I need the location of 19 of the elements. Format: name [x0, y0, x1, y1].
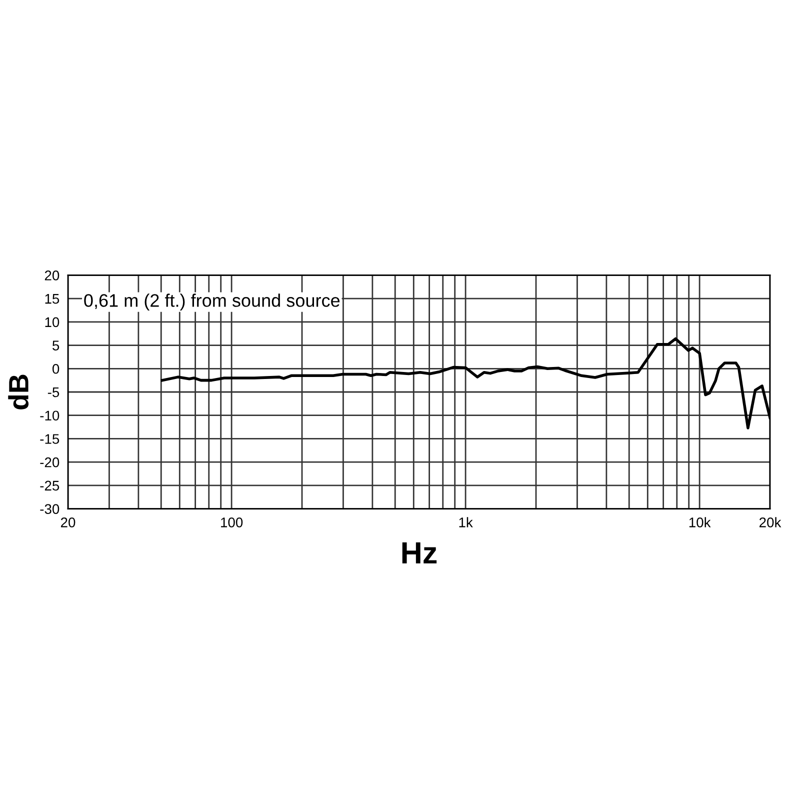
y-tick-label: -25	[40, 480, 60, 491]
x-tick-label: 10k	[689, 517, 711, 528]
x-tick-label: 1k	[459, 517, 473, 528]
x-tick-label: 100	[221, 518, 243, 528]
y-tick-label: 15	[45, 294, 60, 304]
y-tick-label: -10	[40, 410, 60, 421]
x-tick-label: 20	[60, 518, 76, 528]
x-axis-title: Hz	[402, 542, 437, 564]
x-tick-label: 20k	[760, 517, 782, 528]
y-tick-label: 20	[44, 270, 60, 280]
y-tick-label: 5	[52, 340, 60, 350]
y-tick-label: 10	[45, 317, 60, 328]
annotation: 0,61 m (2 ft.) from sound source	[84, 294, 340, 310]
y-axis-title: dB	[8, 374, 29, 410]
y-tick-label: -20	[40, 457, 60, 468]
y-tick-label: -30	[40, 504, 60, 514]
y-tick-label: -5	[48, 387, 60, 398]
y-tick-label: -15	[40, 434, 60, 444]
y-tick-label: 0	[52, 364, 60, 374]
